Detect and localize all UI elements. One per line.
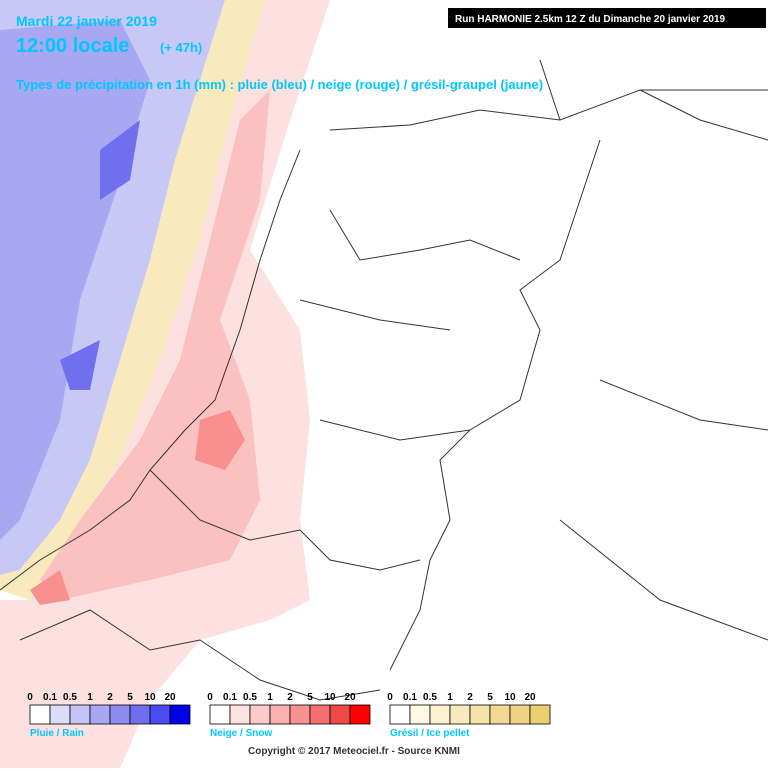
legend-title: Pluie / Rain xyxy=(30,728,84,739)
run-info: Run HARMONIE 2.5km 12 Z du Dimanche 20 j… xyxy=(455,14,726,25)
legend-label: 10 xyxy=(324,692,336,703)
legend-swatch xyxy=(169,704,191,725)
legend-label: 0.5 xyxy=(423,692,437,703)
legend-label: 0.1 xyxy=(223,692,237,703)
legend-swatch xyxy=(209,704,231,725)
legend-swatch xyxy=(269,704,291,725)
time: 12:00 locale xyxy=(16,35,129,57)
legend-swatch xyxy=(329,704,351,725)
legend-swatch xyxy=(109,704,131,725)
legend-label: 0.5 xyxy=(63,692,77,703)
legend-swatch xyxy=(349,704,371,725)
snow-core xyxy=(30,410,245,605)
legend-label: 10 xyxy=(144,692,156,703)
borders xyxy=(0,59,768,701)
legend-label: 2 xyxy=(467,692,473,703)
legend-swatch xyxy=(69,704,91,725)
legend-label: 5 xyxy=(487,692,493,703)
ice-pellet-area xyxy=(0,0,265,600)
legend-label: 0 xyxy=(207,692,213,703)
legend-swatch xyxy=(29,704,51,725)
rain-core xyxy=(60,120,140,390)
lead-time: (+ 47h) xyxy=(160,40,202,55)
date: Mardi 22 janvier 2019 xyxy=(16,13,157,29)
legend-label: 5 xyxy=(127,692,133,703)
legend-label: 1 xyxy=(87,692,93,703)
legend-swatch xyxy=(229,704,251,725)
legend-swatch xyxy=(49,704,71,725)
legend-swatch xyxy=(449,704,471,725)
legend-swatch xyxy=(409,704,431,725)
legend-swatch xyxy=(129,704,151,725)
copyright: Copyright © 2017 Meteociel.fr - Source K… xyxy=(248,746,460,757)
legend-label: 2 xyxy=(287,692,293,703)
legend-swatch xyxy=(149,704,171,725)
legend-swatch xyxy=(309,704,331,725)
legend-swatch xyxy=(489,704,511,725)
legend-label: 5 xyxy=(307,692,313,703)
legend-title: Neige / Snow xyxy=(210,728,272,739)
legend-label: 0 xyxy=(27,692,33,703)
legend-label: 0 xyxy=(387,692,393,703)
legend-label: 0.1 xyxy=(403,692,417,703)
legend-swatch xyxy=(249,704,271,725)
run-box xyxy=(448,8,766,28)
legend-swatch xyxy=(529,704,551,725)
legend-label: 10 xyxy=(504,692,516,703)
legend-swatch xyxy=(509,704,531,725)
legend-label: 20 xyxy=(164,692,176,703)
legend-label: 20 xyxy=(344,692,356,703)
legend-swatch xyxy=(89,704,111,725)
legend-label: 0.1 xyxy=(43,692,57,703)
legend-label: 1 xyxy=(447,692,453,703)
legend-swatch xyxy=(289,704,311,725)
legend-swatch xyxy=(429,704,451,725)
legend-label: 2 xyxy=(107,692,113,703)
legend-label: 20 xyxy=(524,692,536,703)
legend-label: 1 xyxy=(267,692,273,703)
subtitle: Types de précipitation en 1h (mm) : plui… xyxy=(16,77,543,92)
legend-swatch xyxy=(389,704,411,725)
legend-title: Grésil / Ice pellet xyxy=(390,728,470,739)
legend-swatch xyxy=(469,704,491,725)
legend-label: 0.5 xyxy=(243,692,257,703)
snow-area xyxy=(40,90,270,600)
